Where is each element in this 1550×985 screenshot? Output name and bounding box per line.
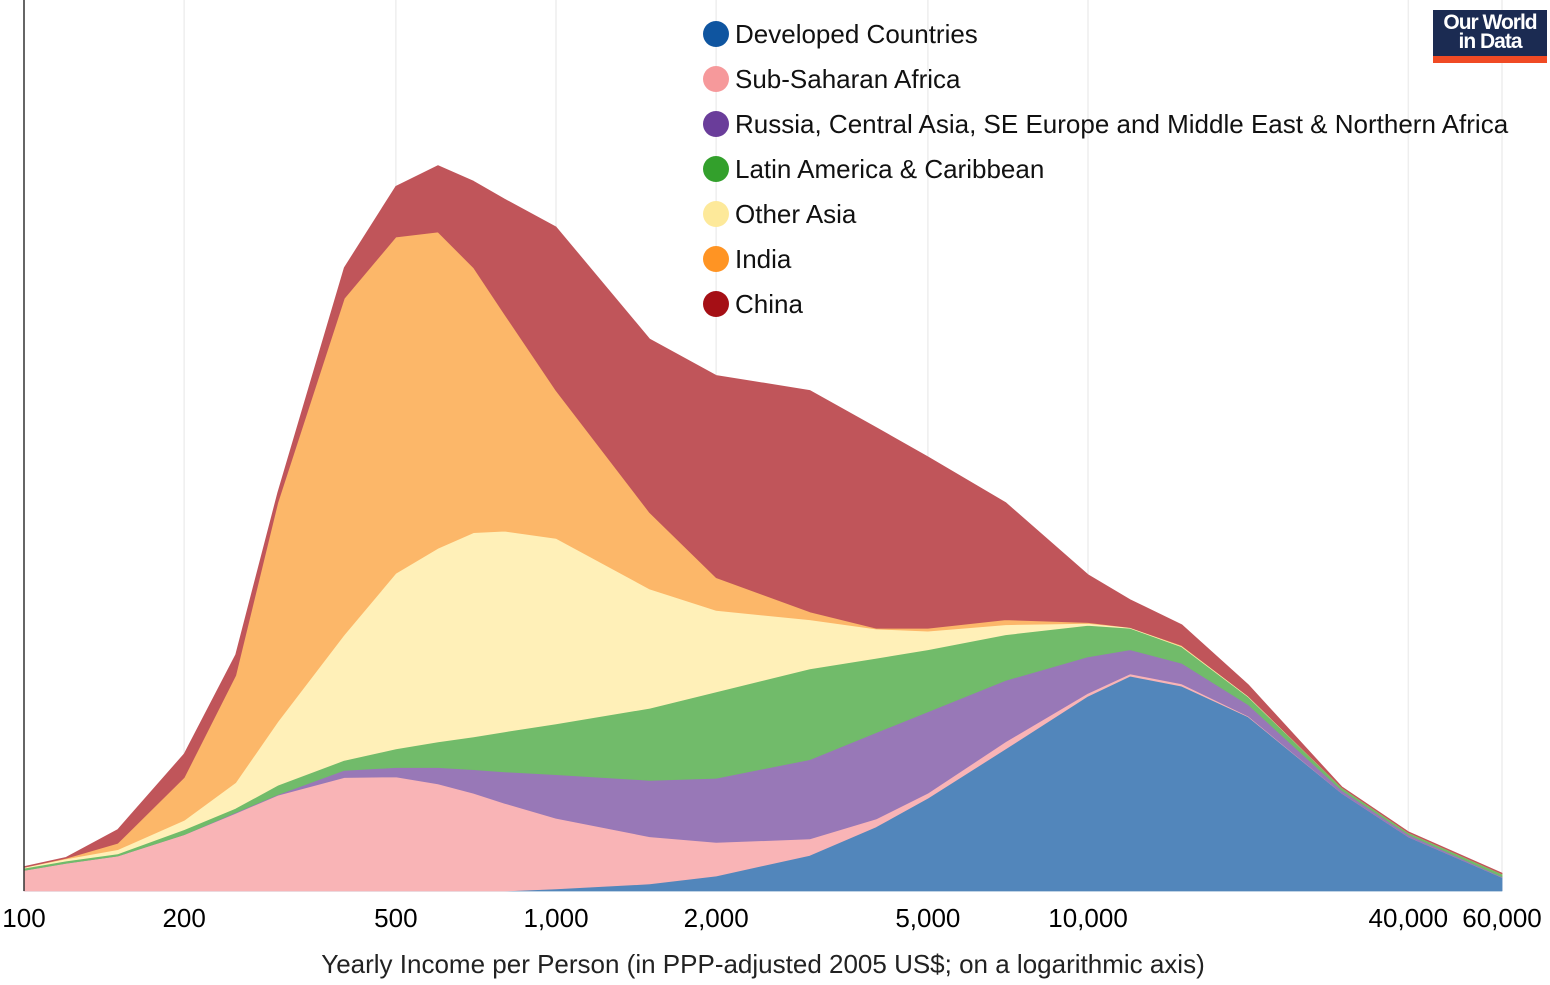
legend-item[interactable]: Developed Countries: [703, 19, 978, 49]
legend-label: Sub-Saharan Africa: [735, 64, 961, 94]
legend-swatch: [703, 246, 729, 272]
legend-label: Russia, Central Asia, SE Europe and Midd…: [735, 109, 1509, 139]
logo-line-2: in Data: [1458, 30, 1522, 53]
legend-label: China: [735, 289, 803, 319]
stacked-areas: [23, 165, 1503, 892]
legend-swatch: [703, 291, 729, 317]
legend-item[interactable]: China: [703, 289, 803, 319]
legend-label: Developed Countries: [735, 19, 978, 49]
x-tick-label: 1,000: [523, 903, 588, 933]
logo-line-1: Our World: [1443, 11, 1537, 34]
x-axis-label: Yearly Income per Person (in PPP-adjuste…: [321, 949, 1205, 979]
x-tick-label: 100: [2, 903, 45, 933]
legend-label: Other Asia: [735, 199, 857, 229]
legend-item[interactable]: Sub-Saharan Africa: [703, 64, 961, 94]
legend-item[interactable]: Russia, Central Asia, SE Europe and Midd…: [703, 109, 1509, 139]
legend-item[interactable]: Other Asia: [703, 199, 857, 229]
legend-label: Latin America & Caribbean: [735, 154, 1044, 184]
x-tick-label: 10,000: [1048, 903, 1128, 933]
legend-swatch: [703, 111, 729, 137]
legend-item[interactable]: India: [703, 244, 792, 274]
x-tick-label: 200: [162, 903, 205, 933]
legend-swatch: [703, 156, 729, 182]
legend-label: India: [735, 244, 792, 274]
our-world-in-data-logo[interactable]: Our World in Data: [1433, 10, 1547, 63]
legend-swatch: [703, 201, 729, 227]
x-tick-label: 2,000: [684, 903, 749, 933]
legend-swatch: [703, 66, 729, 92]
legend-item[interactable]: Latin America & Caribbean: [703, 154, 1044, 184]
x-tick-label: 60,000: [1462, 903, 1542, 933]
x-tick-label: 500: [374, 903, 417, 933]
area-china[interactable]: [23, 165, 1503, 875]
legend-swatch: [703, 21, 729, 47]
x-tick-label: 5,000: [895, 903, 960, 933]
x-tick-labels: 100 200 500 1,000 2,000 5,000 10,000 40,000 60,0…: [2, 903, 1541, 933]
legend: Developed Countries Sub-Saharan Africa Rus…: [703, 19, 1509, 319]
x-tick-label: 40,000: [1369, 903, 1449, 933]
